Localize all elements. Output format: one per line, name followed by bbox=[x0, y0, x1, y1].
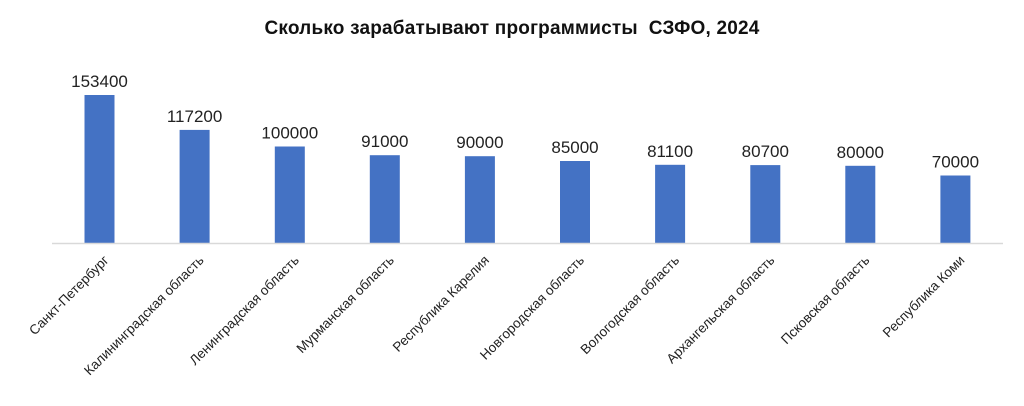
bar-value-label: 81100 bbox=[647, 142, 693, 161]
bar bbox=[560, 161, 590, 243]
bar-value-label: 117200 bbox=[167, 107, 222, 126]
bar-value-label: 100000 bbox=[261, 124, 318, 143]
bar-value-label: 90000 bbox=[456, 133, 503, 152]
bar bbox=[940, 175, 971, 243]
category-label: Вологодская область bbox=[578, 253, 683, 358]
bar bbox=[464, 156, 495, 243]
bars-layer bbox=[84, 95, 971, 243]
bar-value-label: 70000 bbox=[932, 153, 979, 172]
bar-value-label: 91000 bbox=[361, 132, 408, 151]
category-label: Архангельская область bbox=[664, 253, 778, 367]
value-labels-layer: 153400 117200 100000 91000 90000 85000 81100 80… bbox=[71, 72, 979, 172]
bar-value-label: 85000 bbox=[551, 138, 598, 157]
category-label: Псковская область bbox=[778, 253, 872, 347]
chart-title: Сколько зарабатывают программисты СЗФО, … bbox=[264, 18, 760, 39]
bar bbox=[274, 146, 305, 243]
bar bbox=[369, 155, 400, 243]
bar bbox=[655, 164, 686, 243]
category-label: Республика Карелия bbox=[390, 253, 492, 355]
category-label: Санкт-Петербург bbox=[26, 252, 112, 338]
category-label: Республика Коми bbox=[880, 253, 968, 341]
bar bbox=[845, 165, 876, 243]
bar bbox=[84, 95, 115, 243]
bar bbox=[750, 165, 781, 243]
bar-value-label: 80700 bbox=[742, 142, 789, 161]
category-label: Мурманская область bbox=[293, 253, 396, 356]
category-label: Новгородская область bbox=[477, 253, 587, 363]
bar-value-label: 153400 bbox=[71, 72, 128, 91]
bar bbox=[179, 129, 210, 243]
category-label: Ленинградская область bbox=[187, 253, 302, 368]
bar-value-label: 80000 bbox=[837, 143, 884, 162]
